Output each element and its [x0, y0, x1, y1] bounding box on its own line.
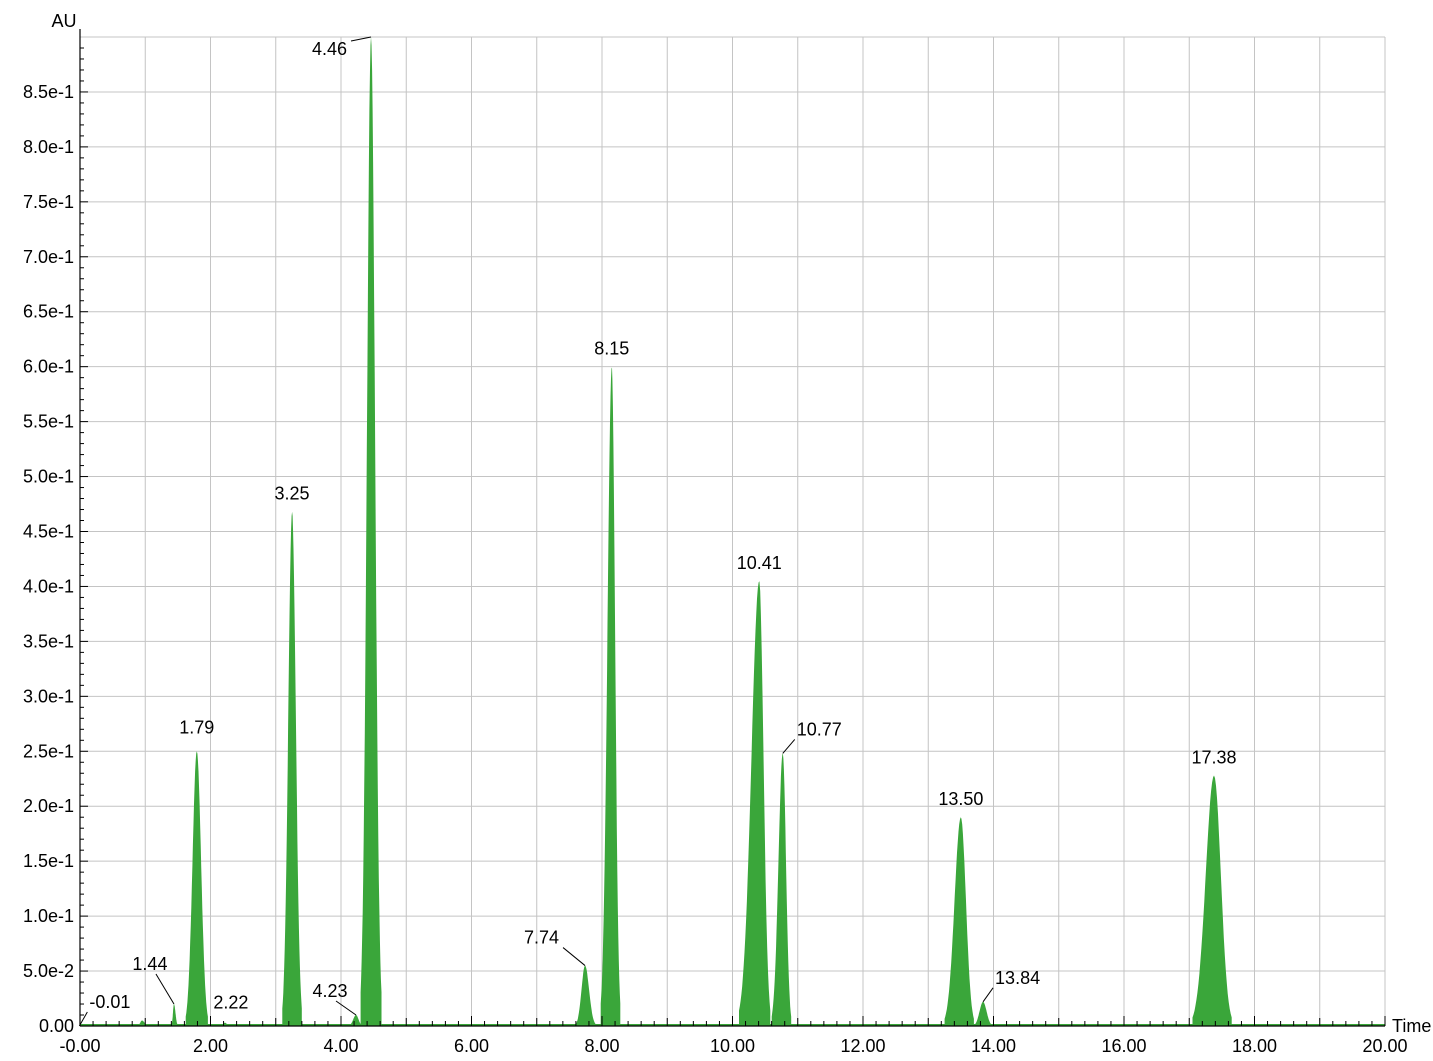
x-tick-label: -0.00: [59, 1036, 100, 1056]
peak-label: 17.38: [1192, 747, 1237, 767]
peak-10.77: [771, 753, 792, 1026]
y-tick-label: 5.5e-1: [23, 412, 74, 432]
y-tick-label: 6.0e-1: [23, 357, 74, 377]
peak-3.25: [282, 511, 302, 1026]
peak-4.46: [360, 37, 382, 1026]
y-tick-label: 1.5e-1: [23, 851, 74, 871]
peak-areas: [80, 37, 1385, 1026]
peak-label-leader: [335, 1000, 357, 1016]
peak-label: 13.84: [995, 968, 1040, 988]
y-tick-label: 2.5e-1: [23, 741, 74, 761]
peak-label: 2.22: [213, 993, 248, 1013]
peak-label: -0.01: [89, 992, 130, 1012]
y-tick-label: 6.5e-1: [23, 302, 74, 322]
x-tick-label: 20.00: [1362, 1036, 1407, 1056]
y-tick-label: 0.00: [39, 1016, 74, 1036]
peak-label: 8.15: [594, 339, 629, 359]
x-tick-label: 16.00: [1101, 1036, 1146, 1056]
peak-17.38: [1192, 775, 1232, 1026]
peak-1.44: [171, 1004, 178, 1026]
tick-labels: -0.00 2.00 4.00 6.00 8.00 10.00 12.00 14.00 16.0…: [23, 82, 1408, 1056]
peak-label: 3.25: [275, 484, 310, 504]
y-axis-title: AU: [51, 11, 76, 31]
x-tick-label: 10.00: [710, 1036, 755, 1056]
peak-1.79: [185, 751, 208, 1026]
peak-label: 1.44: [132, 954, 167, 974]
peak-label: 1.79: [179, 717, 214, 737]
peak-13.50: [944, 817, 974, 1026]
ticks: [79, 47, 1386, 1027]
peak-labels: -0.011.44 1.79 2.22 3.25 4.23 4.46 7.74 8.15 10.…: [78, 36, 1237, 1027]
x-tick-label: 14.00: [971, 1036, 1016, 1056]
peak-13.84: [973, 1001, 993, 1026]
x-axis-title: Time: [1392, 1016, 1431, 1036]
x-tick-label: 18.00: [1232, 1036, 1277, 1056]
x-tick-label: 8.00: [584, 1036, 619, 1056]
x-tick-label: 4.00: [323, 1036, 358, 1056]
y-tick-label: 7.5e-1: [23, 192, 74, 212]
y-tick-label: 2.0e-1: [23, 796, 74, 816]
y-tick-label: 3.0e-1: [23, 686, 74, 706]
y-tick-label: 7.0e-1: [23, 247, 74, 267]
peak-label-leader: [78, 1011, 88, 1027]
peak-label: 4.23: [312, 981, 347, 1001]
peak-label-leader: [562, 947, 586, 966]
y-tick-label: 8.0e-1: [23, 137, 74, 157]
x-tick-label: 12.00: [840, 1036, 885, 1056]
x-tick-label: 2.00: [193, 1036, 228, 1056]
y-tick-label: 1.0e-1: [23, 906, 74, 926]
peak-4.23: [348, 1015, 363, 1026]
y-tick-label: 5.0e-1: [23, 467, 74, 487]
peak-label-leader: [155, 973, 175, 1005]
peak-label: 13.50: [938, 789, 983, 809]
grid: [79, 36, 1386, 1026]
peak-label: 10.41: [737, 553, 782, 573]
peak-7.74: [575, 965, 596, 1026]
y-tick-label: 5.0e-2: [23, 961, 74, 981]
peak-label-leader: [782, 739, 796, 754]
peak-label: 10.77: [797, 719, 842, 739]
y-tick-label: 4.0e-1: [23, 576, 74, 596]
peak-label-leader: [350, 36, 372, 42]
peak-label: 7.74: [524, 928, 559, 948]
peak-8.15: [600, 367, 621, 1026]
peak-10.41: [739, 581, 771, 1026]
y-tick-label: 8.5e-1: [23, 82, 74, 102]
peak-label: 4.46: [312, 39, 347, 59]
y-tick-label: 3.5e-1: [23, 631, 74, 651]
x-tick-label: 6.00: [454, 1036, 489, 1056]
peak-2.22: [220, 1022, 231, 1026]
peak-label-leader: [982, 987, 994, 1003]
y-tick-label: 4.5e-1: [23, 522, 74, 542]
